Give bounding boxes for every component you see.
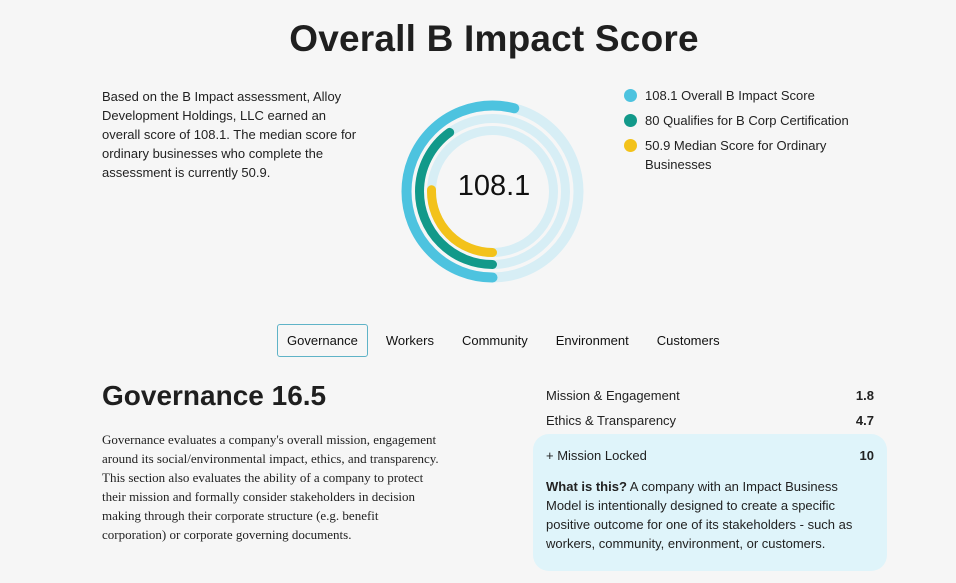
tab-customers[interactable]: Customers bbox=[656, 332, 720, 348]
impact-area-tabs: Governance Workers Community Environment… bbox=[277, 323, 738, 357]
tab-community[interactable]: Community bbox=[461, 332, 528, 348]
metric-value: 4.7 bbox=[855, 413, 874, 428]
legend-label: 80 Qualifies for B Corp Certification bbox=[645, 113, 849, 128]
tab-governance[interactable]: Governance bbox=[277, 323, 368, 357]
ring-overall-arc bbox=[401, 100, 584, 283]
what-is-this-text: A company with an Impact Business Model … bbox=[546, 479, 853, 551]
mission-locked-card: + Mission Locked 10 What is this? A comp… bbox=[533, 434, 887, 571]
metric-row-mission-engagement: Mission & Engagement 1.8 bbox=[546, 383, 874, 408]
legend-dot-icon bbox=[624, 114, 637, 127]
metric-value: 1.8 bbox=[855, 388, 874, 403]
governance-metrics: Mission & Engagement 1.8 Ethics & Transp… bbox=[546, 383, 874, 433]
mission-locked-label: + Mission Locked bbox=[546, 448, 647, 463]
mission-locked-row: + Mission Locked 10 bbox=[546, 448, 874, 463]
legend-dot-icon bbox=[624, 89, 637, 102]
tab-environment[interactable]: Environment bbox=[555, 332, 629, 348]
metric-label: Mission & Engagement bbox=[546, 388, 680, 403]
legend-label: 50.9 Median Score for Ordinary Businesse… bbox=[645, 138, 827, 172]
what-is-this-label: What is this? bbox=[546, 479, 627, 494]
ring-qualifies-arc bbox=[415, 114, 570, 269]
ring-median-arc bbox=[427, 126, 558, 257]
donut-center-value: 108.1 bbox=[457, 170, 531, 202]
legend-dot-icon bbox=[624, 139, 637, 152]
section-description: Governance evaluates a company's overall… bbox=[102, 432, 439, 542]
section-title: Governance 16.5 bbox=[102, 380, 327, 411]
metric-row-ethics-transparency: Ethics & Transparency 4.7 bbox=[546, 408, 874, 433]
donut-legend: 108.1 Overall B Impact Score 80 Qualifie… bbox=[624, 86, 864, 180]
legend-item-median: 50.9 Median Score for Ordinary Businesse… bbox=[624, 136, 864, 174]
legend-item-overall: 108.1 Overall B Impact Score bbox=[624, 86, 864, 105]
score-donut-chart bbox=[401, 100, 584, 283]
page-title: Overall B Impact Score bbox=[289, 18, 699, 59]
tab-workers[interactable]: Workers bbox=[385, 332, 434, 348]
legend-item-qualifies: 80 Qualifies for B Corp Certification bbox=[624, 111, 864, 130]
metric-label: Ethics & Transparency bbox=[546, 413, 677, 428]
mission-locked-description: What is this? A company with an Impact B… bbox=[546, 477, 874, 553]
legend-label: 108.1 Overall B Impact Score bbox=[645, 88, 815, 103]
score-intro-text: Based on the B Impact assessment, Alloy … bbox=[102, 89, 357, 180]
mission-locked-value: 10 bbox=[859, 448, 874, 463]
